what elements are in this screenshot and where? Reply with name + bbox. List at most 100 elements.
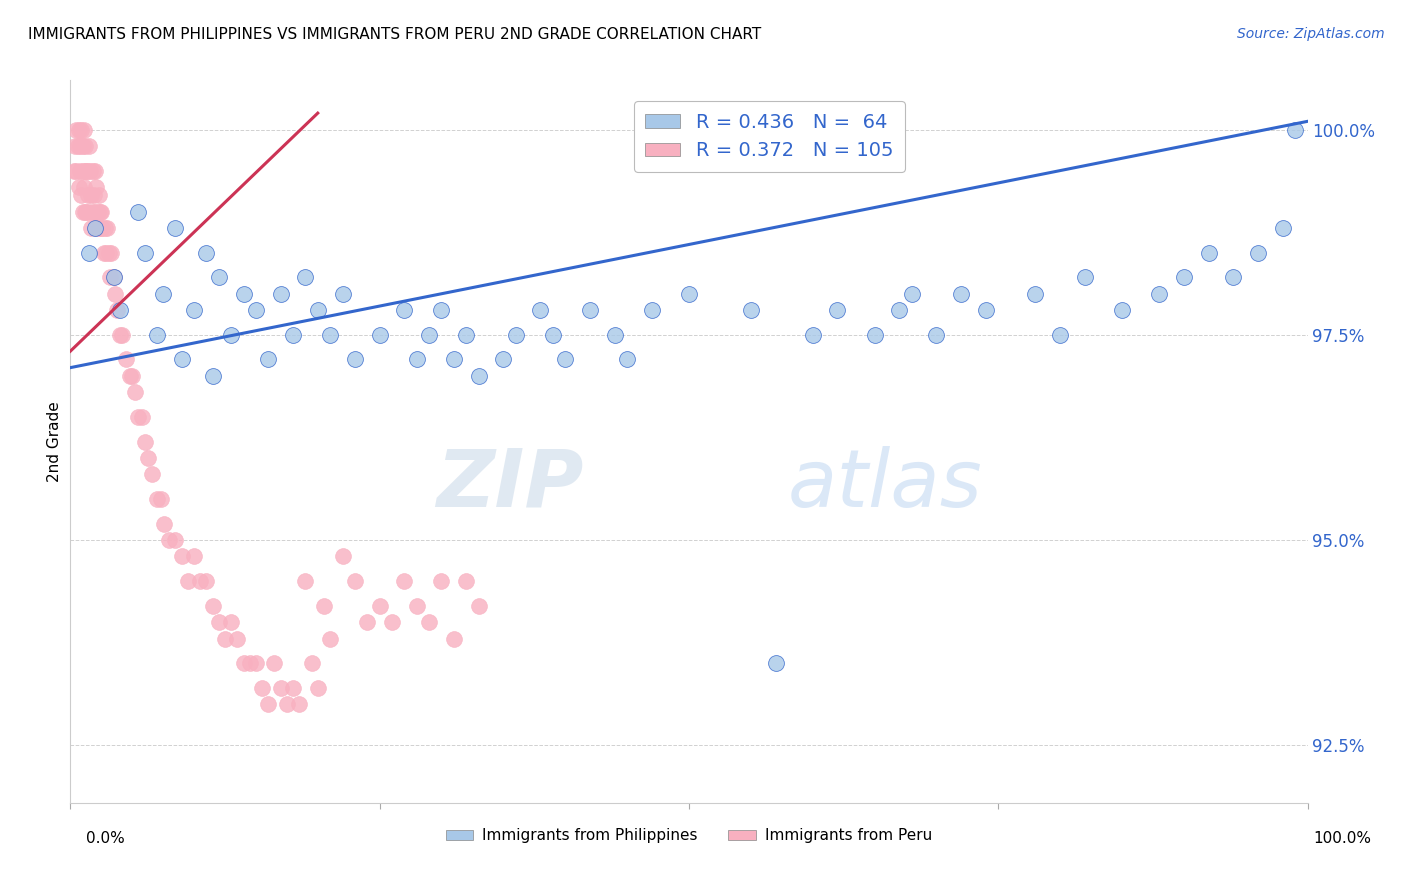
Point — [1198, 245, 1220, 260]
Point — [195, 574, 218, 588]
Point — [467, 368, 489, 383]
Point — [276, 698, 298, 712]
Point — [75, 139, 97, 153]
Point — [394, 303, 416, 318]
Point — [73, 122, 96, 136]
Point — [195, 245, 218, 260]
Point — [505, 327, 527, 342]
Point — [394, 574, 416, 588]
Point — [76, 188, 98, 202]
Point — [405, 599, 427, 613]
Point — [405, 352, 427, 367]
Point — [603, 327, 626, 342]
Point — [170, 549, 193, 564]
Point — [70, 188, 93, 202]
Point — [103, 270, 125, 285]
Point — [96, 221, 118, 235]
Point — [430, 574, 453, 588]
Point — [115, 352, 138, 367]
Point — [250, 681, 273, 695]
Point — [219, 615, 242, 630]
Point — [134, 434, 156, 449]
Point — [443, 352, 465, 367]
Point — [72, 204, 94, 219]
Point — [263, 657, 285, 671]
Point — [69, 139, 91, 153]
Point — [356, 615, 378, 630]
Text: ZIP: ZIP — [436, 446, 583, 524]
Point — [889, 303, 911, 318]
Point — [270, 681, 292, 695]
Point — [430, 303, 453, 318]
Point — [80, 188, 103, 202]
Point — [1049, 327, 1071, 342]
Text: Source: ZipAtlas.com: Source: ZipAtlas.com — [1237, 27, 1385, 41]
Point — [94, 221, 117, 235]
Point — [118, 368, 141, 383]
Point — [1284, 122, 1306, 136]
Point — [418, 327, 440, 342]
Point — [80, 221, 103, 235]
Point — [70, 122, 93, 136]
Point — [134, 245, 156, 260]
Point — [67, 180, 90, 194]
Point — [579, 303, 602, 318]
Point — [239, 657, 262, 671]
Point — [89, 204, 111, 219]
Point — [131, 409, 153, 424]
Point — [740, 303, 762, 318]
Point — [63, 163, 86, 178]
Point — [201, 599, 224, 613]
Point — [82, 204, 104, 219]
Point — [152, 286, 174, 301]
Point — [900, 286, 922, 301]
Point — [827, 303, 849, 318]
Point — [1173, 270, 1195, 285]
Text: 100.0%: 100.0% — [1313, 831, 1372, 846]
Point — [79, 163, 101, 178]
Point — [97, 245, 120, 260]
Point — [188, 574, 211, 588]
Point — [288, 698, 311, 712]
Point — [93, 245, 115, 260]
Point — [108, 327, 131, 342]
Point — [319, 327, 342, 342]
Point — [765, 657, 787, 671]
Point — [121, 368, 143, 383]
Point — [1024, 286, 1046, 301]
Point — [141, 467, 163, 482]
Point — [456, 574, 478, 588]
Point — [201, 368, 224, 383]
Point — [641, 303, 664, 318]
Point — [100, 245, 122, 260]
Point — [1271, 221, 1294, 235]
Point — [111, 327, 134, 342]
Point — [863, 327, 886, 342]
Point — [136, 450, 159, 465]
Point — [226, 632, 249, 646]
Point — [343, 574, 366, 588]
Point — [270, 286, 292, 301]
Point — [214, 632, 236, 646]
Text: IMMIGRANTS FROM PHILIPPINES VS IMMIGRANTS FROM PERU 2ND GRADE CORRELATION CHART: IMMIGRANTS FROM PHILIPPINES VS IMMIGRANT… — [28, 27, 762, 42]
Point — [294, 270, 316, 285]
Point — [332, 286, 354, 301]
Point — [319, 632, 342, 646]
Point — [105, 303, 128, 318]
Point — [343, 352, 366, 367]
Point — [183, 549, 205, 564]
Point — [77, 139, 100, 153]
Point — [301, 657, 323, 671]
Point — [541, 327, 564, 342]
Point — [153, 516, 176, 531]
Point — [75, 163, 97, 178]
Point — [281, 327, 304, 342]
Point — [96, 245, 118, 260]
Text: atlas: atlas — [787, 446, 983, 524]
Point — [165, 533, 187, 547]
Point — [974, 303, 997, 318]
Point — [257, 352, 280, 367]
Point — [950, 286, 973, 301]
Point — [208, 615, 231, 630]
Y-axis label: 2nd Grade: 2nd Grade — [46, 401, 62, 482]
